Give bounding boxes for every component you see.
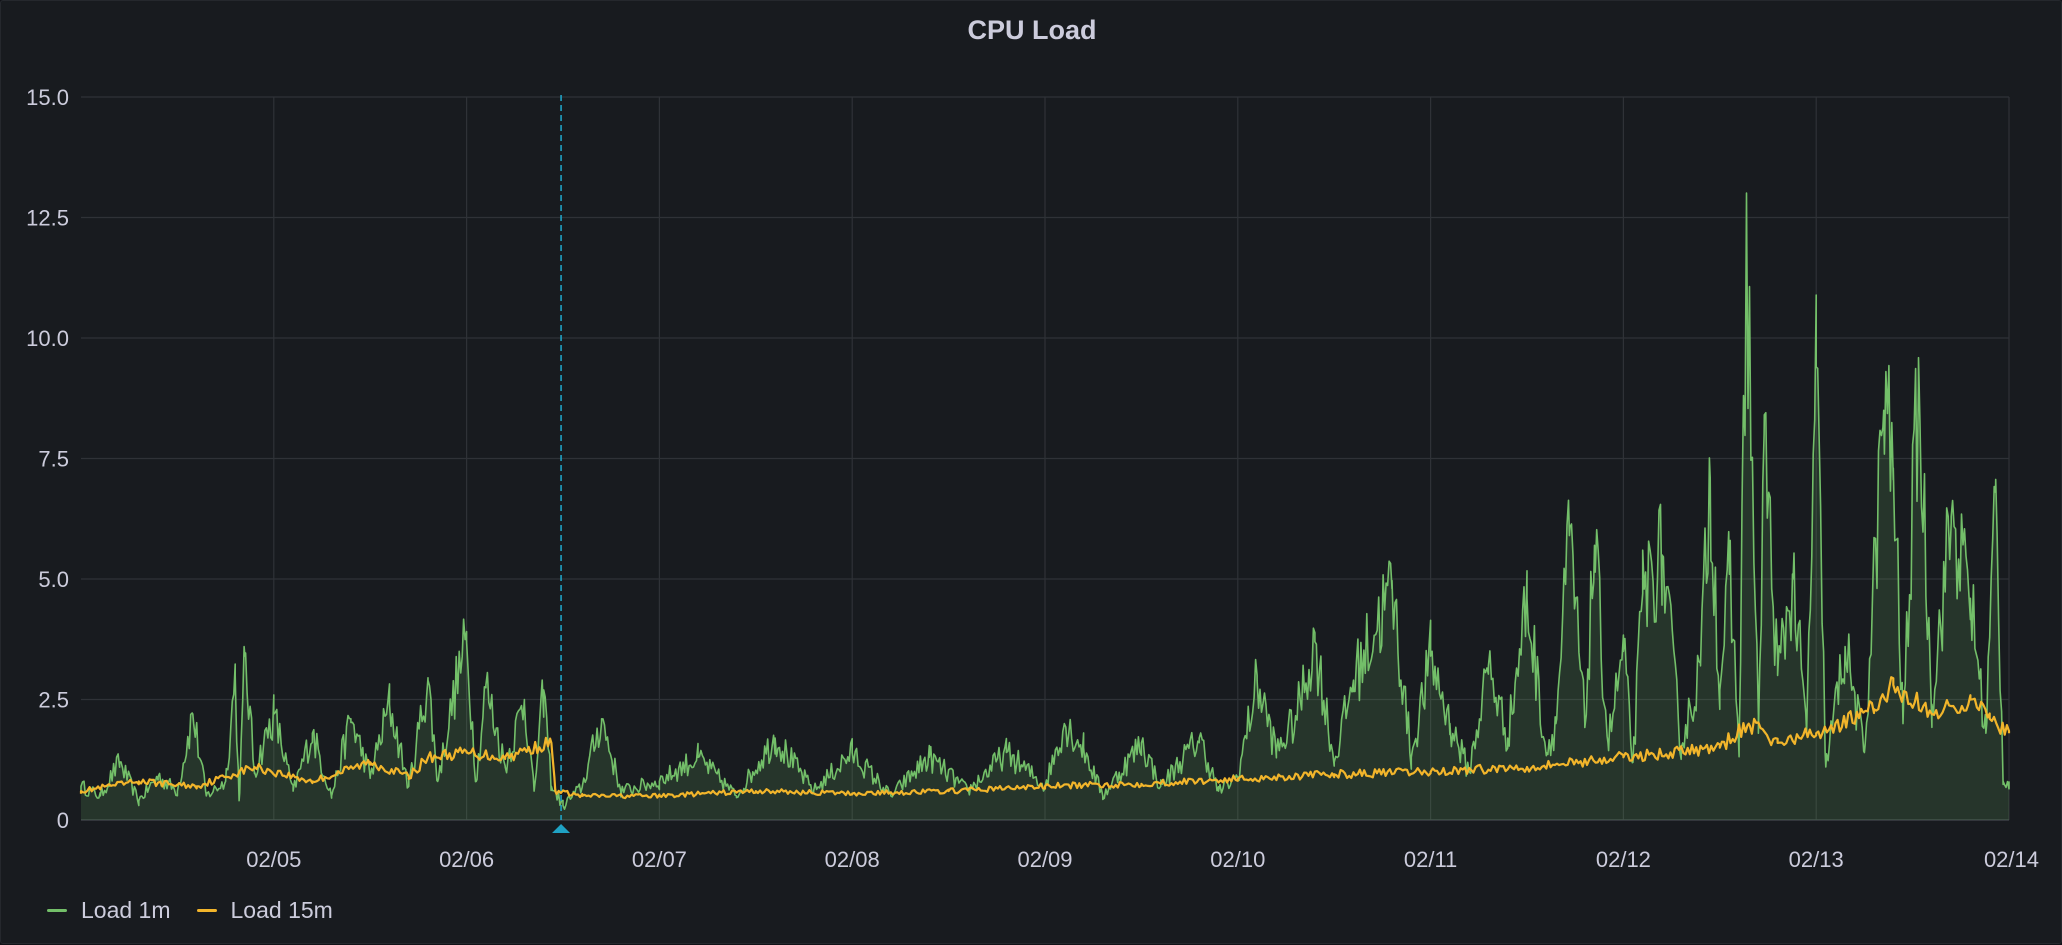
x-tick: 02/05 xyxy=(246,847,301,872)
legend-swatch-load-1m xyxy=(47,909,67,912)
y-tick: 10.0 xyxy=(26,326,69,351)
x-tick-label: 02/06 xyxy=(439,847,494,872)
y-tick-label: 0 xyxy=(57,808,69,833)
series-line-load-15m xyxy=(79,676,2011,800)
y-axis: 0 2.5 5.0 7.5 10.0 12.5 15.0 xyxy=(26,85,69,833)
annotation-layer[interactable] xyxy=(552,95,571,833)
x-tick: 02/08 xyxy=(825,847,880,872)
legend-label-load-1m: Load 1m xyxy=(81,897,171,923)
x-tick-label: 02/09 xyxy=(1017,847,1072,872)
y-tick-label: 15.0 xyxy=(26,85,69,110)
x-tick: 02/11 xyxy=(1404,847,1457,872)
y-tick: 5.0 xyxy=(38,567,69,592)
y-tick: 2.5 xyxy=(38,688,69,713)
x-tick-label: 02/14 xyxy=(1984,847,2039,872)
x-tick-label: 02/08 xyxy=(825,847,880,872)
series-layer xyxy=(79,192,2011,821)
x-tick-label: 02/10 xyxy=(1210,847,1265,872)
legend-item-load-1m[interactable]: Load 1m xyxy=(47,897,171,924)
annotation-marker[interactable] xyxy=(552,824,571,833)
legend-item-load-15m[interactable]: Load 15m xyxy=(196,897,333,924)
x-tick: 02/13 xyxy=(1789,847,1844,872)
x-tick: 02/10 xyxy=(1210,847,1265,872)
legend-swatch-load-15m xyxy=(196,909,217,912)
x-tick: 02/12 xyxy=(1596,847,1651,872)
chart-grid xyxy=(81,96,2010,821)
y-tick: 12.5 xyxy=(26,206,69,231)
x-tick-label: 02/11 xyxy=(1404,847,1457,872)
y-tick-label: 12.5 xyxy=(26,206,69,231)
legend-label-load-15m: Load 15m xyxy=(230,897,333,923)
legend: Load 1m Load 15m xyxy=(47,897,359,924)
y-tick-label: 5.0 xyxy=(38,567,69,592)
series-area-load-1m xyxy=(81,193,2009,821)
y-tick-label: 2.5 xyxy=(38,688,69,713)
y-tick: 7.5 xyxy=(38,447,69,472)
x-tick-label: 02/13 xyxy=(1789,847,1844,872)
x-tick: 02/06 xyxy=(439,847,494,872)
x-tick: 02/14 xyxy=(1984,847,2039,872)
x-tick: 02/09 xyxy=(1017,847,1072,872)
y-tick: 15.0 xyxy=(26,85,69,110)
y-tick-label: 7.5 xyxy=(38,447,69,472)
y-tick: 0 xyxy=(57,808,69,833)
x-tick: 02/07 xyxy=(632,847,687,872)
y-tick-label: 10.0 xyxy=(26,326,69,351)
x-axis: 02/05 02/06 02/07 02/08 02/09 02/10 02/11 02/12… xyxy=(246,847,2039,872)
x-tick-label: 02/07 xyxy=(632,847,687,872)
x-tick-label: 02/12 xyxy=(1596,847,1651,872)
panel-title: CPU Load xyxy=(967,15,1097,45)
series-line-load-1m xyxy=(80,192,2010,810)
x-tick-label: 02/05 xyxy=(246,847,301,872)
